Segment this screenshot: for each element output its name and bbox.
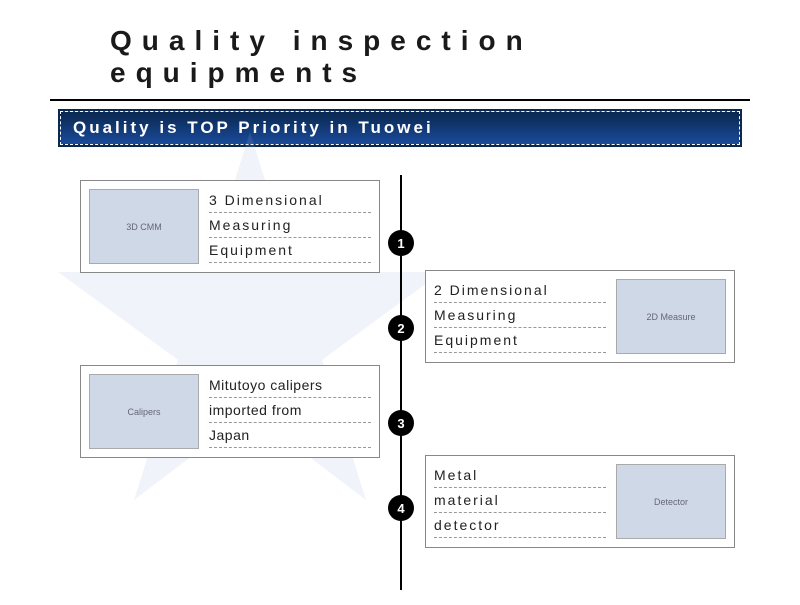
timeline-node-4: 4 <box>388 495 414 521</box>
text-line: imported from <box>209 400 371 423</box>
image-3d-cmm: 3D CMM <box>89 189 199 264</box>
text-line: Japan <box>209 425 371 448</box>
text-line: material <box>434 490 606 513</box>
image-2d-measure: 2D Measure <box>616 279 726 354</box>
card-text: 3 Dimensional Measuring Equipment <box>209 189 371 264</box>
card-text: Mitutoyo calipers imported from Japan <box>209 374 371 449</box>
card-3d-measuring: 3D CMM 3 Dimensional Measuring Equipment <box>80 180 380 273</box>
image-detector: Detector <box>616 464 726 539</box>
card-text: Metal material detector <box>434 464 606 539</box>
page-title: Quality inspection equipments <box>50 0 750 101</box>
card-calipers: Calipers Mitutoyo calipers imported from… <box>80 365 380 458</box>
text-line: Equipment <box>434 330 606 353</box>
timeline-node-3: 3 <box>388 410 414 436</box>
text-line: Measuring <box>209 215 371 238</box>
card-text: 2 Dimensional Measuring Equipment <box>434 279 606 354</box>
timeline: 1 3D CMM 3 Dimensional Measuring Equipme… <box>0 165 800 605</box>
image-calipers: Calipers <box>89 374 199 449</box>
text-line: Measuring <box>434 305 606 328</box>
text-line: Metal <box>434 465 606 488</box>
card-2d-measuring: 2 Dimensional Measuring Equipment 2D Mea… <box>425 270 735 363</box>
text-line: 2 Dimensional <box>434 280 606 303</box>
text-line: Equipment <box>209 240 371 263</box>
card-metal-detector: Metal material detector Detector <box>425 455 735 548</box>
timeline-node-2: 2 <box>388 315 414 341</box>
timeline-node-1: 1 <box>388 230 414 256</box>
text-line: 3 Dimensional <box>209 190 371 213</box>
text-line: detector <box>434 515 606 538</box>
text-line: Mitutoyo calipers <box>209 375 371 398</box>
